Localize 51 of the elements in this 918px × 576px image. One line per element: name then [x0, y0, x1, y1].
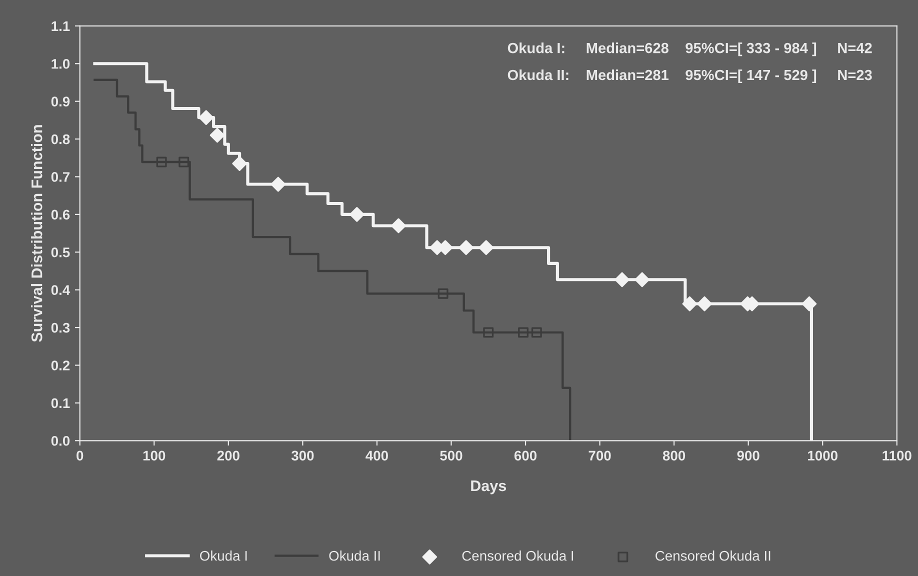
- x-tick-label: 300: [291, 450, 314, 461]
- x-tick-label: 800: [662, 450, 686, 461]
- point: [349, 207, 364, 222]
- point: [518, 327, 529, 338]
- annotation: Okuda I: Median=628 95%CI=[ 333 - 984 ] N=42: [508, 42, 872, 56]
- annotation: Okuda II: Median=281 95%CI=[ 147 - 529 ] N=23: [508, 69, 872, 84]
- legend-label: Censored Okuda II: [656, 550, 770, 561]
- point: [634, 272, 650, 288]
- point: [270, 176, 286, 192]
- legend-label: Okuda I: [200, 550, 247, 561]
- x-tick-label: 700: [588, 450, 611, 461]
- point: [802, 296, 817, 312]
- x-tick-label: 1000: [808, 450, 838, 461]
- x-tick-label: 0: [76, 450, 84, 461]
- x-tick-label: 900: [737, 450, 760, 461]
- x-tick-label: 1100: [882, 450, 912, 461]
- point: [391, 218, 406, 234]
- y-tick-label: 0.7: [51, 172, 70, 182]
- x-axis-title: Days: [471, 480, 506, 494]
- point: [178, 156, 190, 168]
- point: [682, 296, 698, 312]
- legend-label: Censored Okuda I: [462, 550, 574, 561]
- y-tick-label: 0.9: [51, 96, 70, 106]
- y-tick-label: 0.1: [51, 398, 70, 408]
- x-tick-label: 200: [217, 450, 240, 461]
- x-tick-label: 500: [440, 450, 462, 461]
- y-tick-label: 0.4: [51, 285, 70, 295]
- y-tick-label: 0.0: [51, 436, 70, 446]
- y-tick-label: 0.6: [51, 210, 70, 220]
- point: [210, 128, 225, 143]
- point: [232, 156, 247, 171]
- point: [156, 156, 167, 168]
- y-axis-title: Survival Distribution Function: [31, 125, 42, 342]
- point: [478, 240, 494, 256]
- point: [697, 296, 712, 312]
- y-tick-label: 0.8: [51, 134, 70, 144]
- x-tick-label: 600: [514, 450, 537, 461]
- x-tick-label: 100: [143, 450, 166, 461]
- y-tick-label: 1.1: [52, 21, 70, 31]
- point: [458, 240, 474, 256]
- legend-label: Okuda II: [329, 550, 380, 561]
- y-tick-label: 1.0: [52, 58, 70, 69]
- point: [531, 327, 542, 338]
- point: [614, 272, 630, 288]
- point: [198, 110, 214, 125]
- y-tick-label: 0.3: [51, 322, 70, 333]
- x-tick-label: 400: [366, 450, 388, 461]
- y-tick-label: 0.2: [51, 360, 70, 370]
- point: [438, 288, 448, 299]
- point: [483, 327, 494, 338]
- y-tick-label: 0.5: [51, 247, 70, 258]
